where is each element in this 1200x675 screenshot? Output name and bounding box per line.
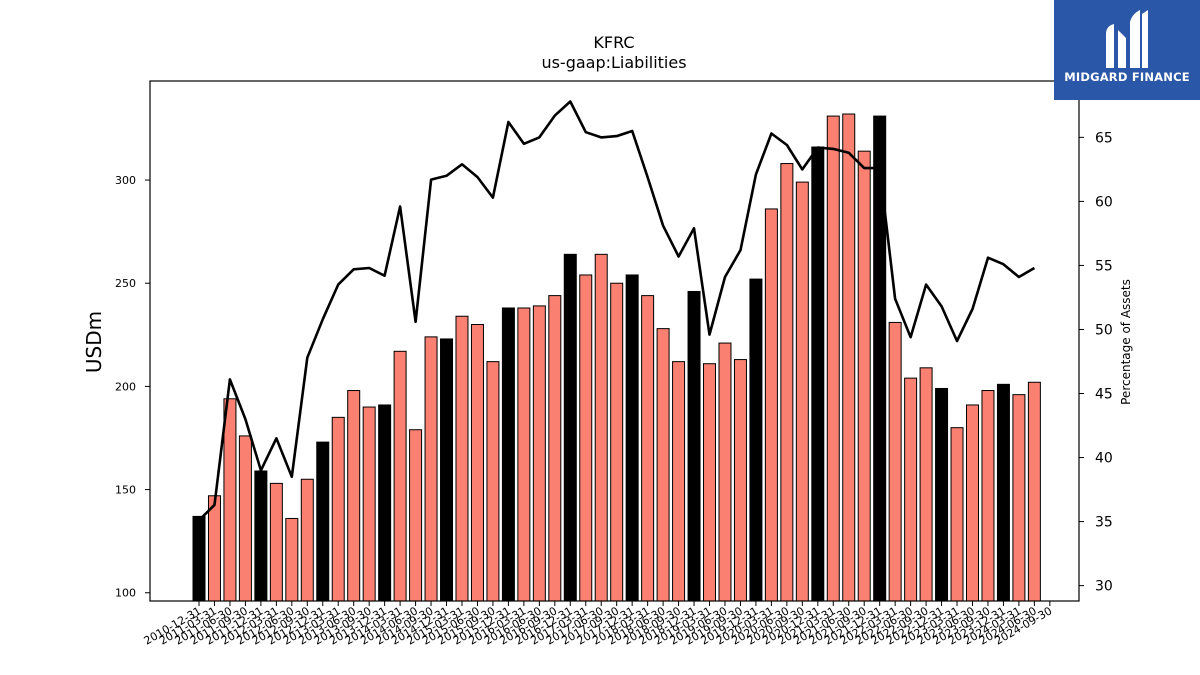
bar xyxy=(470,323,484,602)
y2-tick-label: 35 xyxy=(1095,515,1113,531)
logo-text: MIDGARD FINANCE xyxy=(1064,70,1190,84)
bar xyxy=(207,495,221,602)
bar xyxy=(857,150,871,602)
y-tick-label: 150 xyxy=(115,484,136,497)
bar xyxy=(811,146,825,602)
bar xyxy=(981,390,995,602)
line-series xyxy=(198,100,1036,522)
chart-subtitle: us-gaap:Liabilities xyxy=(541,53,686,72)
bar-series xyxy=(192,113,1041,602)
y2-tick-label: 55 xyxy=(1095,258,1113,274)
company-logo: MIDGARD FINANCE xyxy=(1054,0,1200,100)
bar xyxy=(254,470,268,602)
bar xyxy=(347,390,361,602)
bar xyxy=(409,429,423,602)
y2-axis-label: Percentage of Assets xyxy=(1119,279,1133,405)
bar xyxy=(718,342,732,602)
bar xyxy=(579,274,593,602)
bar xyxy=(316,441,330,602)
bar xyxy=(966,404,979,602)
bar xyxy=(888,321,902,602)
plot-frame xyxy=(149,80,1080,602)
y-tick-label: 100 xyxy=(115,587,136,600)
y-axis-label: USDm xyxy=(82,311,106,373)
bar xyxy=(904,377,918,602)
bar xyxy=(672,361,686,602)
y-tick-label: 300 xyxy=(115,174,136,187)
y2-tick-label: 60 xyxy=(1095,194,1113,210)
bar xyxy=(331,416,345,602)
bar xyxy=(842,113,856,602)
bar xyxy=(919,367,933,602)
bar xyxy=(935,387,949,602)
logo-mark-icon xyxy=(1106,10,1148,68)
bar xyxy=(795,181,809,602)
bar xyxy=(532,305,546,602)
bar xyxy=(764,208,778,602)
bar xyxy=(780,163,794,602)
bar xyxy=(300,478,314,602)
bar xyxy=(641,295,655,602)
bar xyxy=(486,361,500,602)
bar xyxy=(424,336,438,602)
bar xyxy=(656,328,670,602)
bar xyxy=(950,427,964,602)
bar xyxy=(378,404,392,602)
bar xyxy=(749,278,763,602)
bar xyxy=(563,253,577,602)
bar xyxy=(873,115,887,602)
bar xyxy=(594,253,608,602)
bar xyxy=(1012,394,1026,602)
y2-tick-label: 30 xyxy=(1095,579,1113,595)
y2-tick-label: 65 xyxy=(1095,130,1113,146)
chart-title: KFRC xyxy=(593,33,634,52)
bar xyxy=(393,350,407,602)
y-tick-label: 200 xyxy=(115,380,136,393)
y2-tick-label: 40 xyxy=(1095,451,1113,467)
bar xyxy=(455,315,469,602)
bar xyxy=(548,295,562,602)
bar xyxy=(192,515,206,602)
bar xyxy=(826,115,840,602)
bar xyxy=(223,398,237,602)
bar xyxy=(996,383,1010,602)
line-path xyxy=(198,100,1036,522)
bar xyxy=(1027,381,1041,602)
bar xyxy=(733,359,747,602)
bar xyxy=(625,274,639,602)
bar xyxy=(285,517,299,602)
bar xyxy=(703,363,717,602)
bar xyxy=(238,435,252,602)
bar xyxy=(269,482,283,602)
y-tick-label: 250 xyxy=(115,277,136,290)
bar xyxy=(517,307,531,602)
bar xyxy=(501,307,515,602)
bar xyxy=(440,338,454,602)
y2-tick-label: 50 xyxy=(1095,322,1113,338)
bar xyxy=(610,282,624,602)
axes: 10015020025030030354045505560652010-12-3… xyxy=(115,80,1113,648)
bar xyxy=(687,290,701,602)
y2-tick-label: 45 xyxy=(1095,387,1113,403)
bar xyxy=(362,406,376,602)
